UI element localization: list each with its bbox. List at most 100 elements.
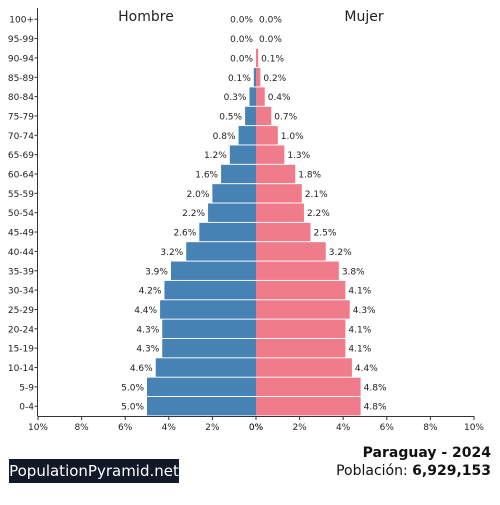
- male-value-label: 2.2%: [182, 209, 205, 219]
- age-group-label: 85-89: [8, 74, 34, 84]
- female-value-label: 4.8%: [364, 403, 387, 413]
- male-value-label: 2.6%: [173, 229, 196, 239]
- age-group-label: 45-49: [8, 229, 34, 239]
- male-value-label: 0.8%: [213, 132, 236, 142]
- female-value-label: 2.2%: [307, 209, 330, 219]
- male-bar: [155, 358, 256, 377]
- age-group-label: 25-29: [8, 306, 34, 316]
- x-tick-label: 4%: [162, 423, 177, 433]
- female-value-label: 3.2%: [329, 248, 352, 258]
- x-tick-label: 4%: [336, 423, 351, 433]
- male-bar: [186, 242, 256, 261]
- x-tick-label: 6%: [380, 423, 395, 433]
- female-value-label: 3.8%: [342, 267, 365, 277]
- male-bar: [221, 164, 256, 184]
- female-value-label: 1.3%: [287, 151, 310, 161]
- age-group-label: 5-9: [19, 383, 34, 393]
- male-value-label: 4.4%: [134, 306, 157, 316]
- male-value-label: 0.0%: [230, 35, 253, 45]
- male-value-label: 0.1%: [228, 74, 251, 84]
- male-value-label: 5.0%: [121, 383, 144, 393]
- male-value-label: 4.6%: [130, 364, 153, 374]
- x-tick-label: 2%: [205, 423, 220, 433]
- female-value-label: 0.0%: [259, 35, 282, 45]
- female-value-label: 0.0%: [259, 16, 282, 26]
- male-value-label: 4.2%: [139, 287, 162, 297]
- female-value-label: 0.2%: [263, 74, 286, 84]
- female-bar: [256, 222, 311, 242]
- male-bar: [147, 377, 256, 397]
- female-bar: [256, 242, 326, 261]
- male-value-label: 0.3%: [224, 93, 247, 103]
- female-bar: [256, 300, 350, 319]
- male-bar: [212, 184, 256, 203]
- female-value-label: 4.1%: [348, 345, 371, 355]
- female-value-label: 0.4%: [268, 93, 291, 103]
- male-bar: [199, 222, 256, 242]
- male-value-label: 1.6%: [195, 171, 218, 181]
- male-bar: [160, 300, 256, 319]
- x-tick-label: 10%: [464, 423, 484, 433]
- male-value-label: 4.3%: [136, 345, 159, 355]
- x-tick-label: 8%: [423, 423, 438, 433]
- male-bar: [147, 397, 256, 416]
- female-bar: [256, 48, 259, 68]
- age-group-label: 15-19: [8, 345, 34, 355]
- age-group-label: 55-59: [8, 190, 34, 200]
- age-group-label: 90-94: [8, 54, 34, 64]
- male-value-label: 1.2%: [204, 151, 227, 161]
- population-line: Población: 6,929,153: [336, 463, 491, 479]
- female-bar: [256, 164, 296, 184]
- female-bar: [256, 145, 285, 164]
- age-group-label: 35-39: [8, 267, 34, 277]
- male-bar: [162, 319, 256, 338]
- female-bar: [256, 184, 302, 203]
- x-tick-label: 0%: [249, 423, 264, 433]
- population-value: 6,929,153: [412, 463, 491, 479]
- male-bar: [253, 68, 256, 87]
- female-bar: [256, 377, 361, 397]
- male-bar: [249, 87, 256, 106]
- age-group-label: 80-84: [8, 93, 34, 103]
- age-group-label: 30-34: [8, 287, 34, 297]
- age-group-label: 95-99: [8, 35, 34, 45]
- male-value-label: 0.0%: [230, 54, 253, 64]
- age-group-label: 40-44: [8, 248, 34, 258]
- age-group-label: 20-24: [8, 325, 34, 335]
- female-bar: [256, 319, 346, 338]
- male-header: Hombre: [118, 9, 174, 25]
- age-group-label: 100+: [9, 16, 34, 26]
- female-value-label: 4.1%: [348, 287, 371, 297]
- female-value-label: 4.1%: [348, 325, 371, 335]
- x-tick-label: 0%: [249, 423, 264, 433]
- female-bar: [256, 338, 346, 358]
- male-value-label: 0.5%: [219, 112, 242, 122]
- female-value-label: 0.1%: [261, 54, 284, 64]
- male-bar: [162, 338, 256, 358]
- female-value-label: 2.1%: [305, 190, 328, 200]
- population-label: Población:: [336, 463, 408, 479]
- female-bar: [256, 261, 339, 280]
- male-bar: [245, 106, 256, 126]
- male-bar: [164, 280, 256, 300]
- age-group-label: 60-64: [8, 171, 34, 181]
- age-group-label: 10-14: [8, 364, 34, 374]
- age-group-label: 50-54: [8, 209, 34, 219]
- age-group-label: 75-79: [8, 112, 34, 122]
- female-bar: [256, 68, 261, 87]
- country-year-title: Paraguay - 2024: [362, 445, 491, 461]
- male-bar: [170, 261, 256, 280]
- female-bar: [256, 87, 265, 106]
- female-bar: [256, 203, 304, 222]
- female-bar: [256, 358, 352, 377]
- male-value-label: 0.0%: [230, 16, 253, 26]
- male-bar: [208, 203, 256, 222]
- female-value-label: 0.7%: [274, 112, 297, 122]
- female-bar: [256, 126, 278, 145]
- female-value-label: 1.8%: [298, 171, 321, 181]
- x-tick-label: 8%: [74, 423, 89, 433]
- x-tick-label: 10%: [28, 423, 48, 433]
- brand-logo[interactable]: PopulationPyramid.net: [9, 459, 179, 483]
- male-value-label: 5.0%: [121, 403, 144, 413]
- female-bar: [256, 397, 361, 416]
